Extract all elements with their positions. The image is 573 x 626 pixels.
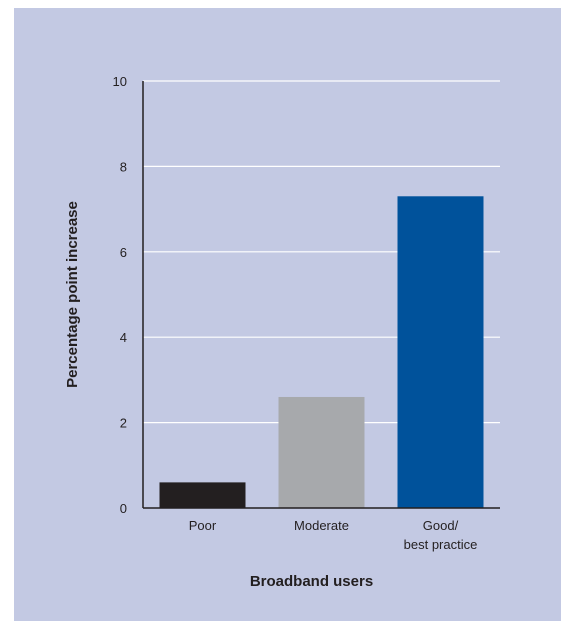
y-axis-title: Percentage point increase	[64, 201, 81, 388]
bar-0	[159, 482, 246, 508]
y-tick-label: 8	[120, 159, 127, 174]
y-tick-labels: 0 2 4 6 8 10	[113, 74, 127, 516]
y-tick-label: 2	[120, 416, 127, 431]
bar-2	[397, 196, 484, 509]
y-tick-label: 6	[120, 245, 127, 260]
axes	[142, 81, 500, 509]
x-category-label: Moderate	[294, 518, 349, 533]
x-category-labels: Poor Moderate Good/best practice	[189, 518, 478, 552]
y-tick-label: 10	[113, 74, 127, 89]
bars	[159, 196, 484, 509]
x-category-label: best practice	[404, 537, 478, 552]
y-tick-label: 4	[120, 330, 127, 345]
x-axis-title: Broadband users	[250, 573, 373, 590]
bar-1	[278, 396, 365, 508]
x-category-label: Good/	[423, 518, 459, 533]
y-tick-label: 0	[120, 501, 127, 516]
x-category-label: Poor	[189, 518, 217, 533]
